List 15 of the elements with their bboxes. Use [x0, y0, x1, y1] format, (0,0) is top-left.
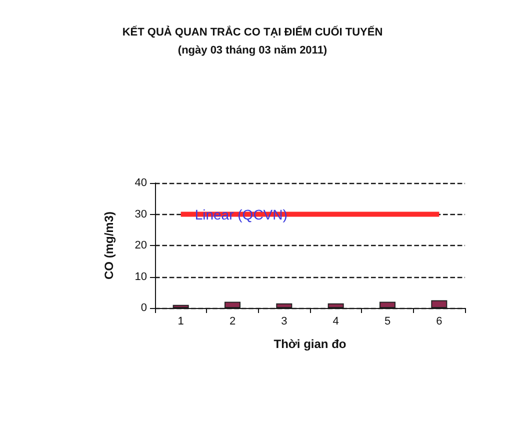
x-tick-label: 4	[332, 316, 339, 328]
chart-title: KẾT QUẢ QUAN TRẮC CO TẠI ĐIỂM CUỐI TUYẾN	[122, 26, 383, 38]
y-axis-title: CO (mg/m3)	[102, 211, 116, 280]
x-tick-label: 3	[281, 316, 288, 328]
x-tick-label: 6	[436, 316, 442, 328]
x-axis-title: Thời gian đo	[274, 337, 346, 351]
x-tick-label: 5	[384, 316, 391, 328]
y-tick-label: 30	[134, 208, 147, 220]
y-tick-label: 0	[140, 302, 147, 314]
y-tick-label: 40	[134, 177, 147, 189]
y-tick-label: 20	[134, 240, 147, 252]
x-tick-label: 2	[229, 316, 236, 328]
y-tick-label: 10	[134, 270, 147, 283]
chart-subtitle: (ngày 03 tháng 03 năm 2011)	[178, 44, 328, 56]
x-tick-label: 1	[178, 316, 184, 328]
